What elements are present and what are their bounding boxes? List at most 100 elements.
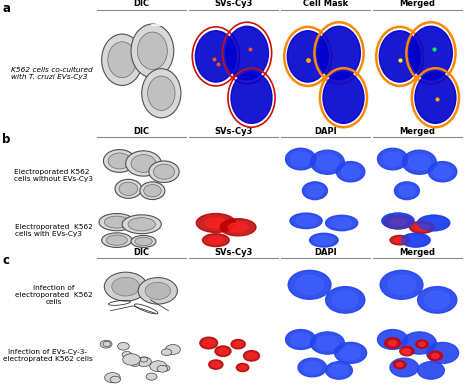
Circle shape bbox=[101, 34, 143, 85]
Circle shape bbox=[403, 349, 410, 353]
Circle shape bbox=[326, 215, 358, 231]
Circle shape bbox=[418, 286, 457, 313]
Circle shape bbox=[131, 155, 156, 172]
Circle shape bbox=[407, 236, 425, 244]
Circle shape bbox=[110, 376, 120, 383]
Circle shape bbox=[209, 237, 223, 244]
Circle shape bbox=[400, 346, 414, 356]
Circle shape bbox=[399, 185, 415, 196]
Circle shape bbox=[105, 373, 120, 383]
Circle shape bbox=[377, 148, 408, 170]
Circle shape bbox=[212, 362, 220, 367]
Circle shape bbox=[234, 341, 242, 347]
Circle shape bbox=[128, 218, 155, 231]
Circle shape bbox=[219, 348, 228, 354]
Circle shape bbox=[432, 353, 439, 358]
Circle shape bbox=[318, 26, 360, 80]
Text: Merged: Merged bbox=[400, 0, 436, 8]
Circle shape bbox=[231, 72, 272, 123]
Text: Infection of
electroporated  K562
cells: Infection of electroporated K562 cells bbox=[15, 285, 92, 305]
Circle shape bbox=[204, 340, 214, 346]
Circle shape bbox=[99, 214, 135, 231]
Circle shape bbox=[202, 234, 229, 247]
Circle shape bbox=[409, 154, 430, 170]
Text: DIC: DIC bbox=[134, 127, 150, 136]
Circle shape bbox=[108, 42, 137, 78]
Text: SVs-Cy3: SVs-Cy3 bbox=[215, 0, 253, 8]
Circle shape bbox=[290, 213, 322, 229]
Circle shape bbox=[335, 342, 366, 363]
Circle shape bbox=[384, 338, 401, 348]
Circle shape bbox=[418, 215, 450, 231]
Text: 20μm: 20μm bbox=[160, 18, 172, 22]
Circle shape bbox=[433, 165, 452, 178]
Circle shape bbox=[142, 69, 181, 118]
Circle shape bbox=[415, 72, 456, 123]
Circle shape bbox=[150, 361, 166, 372]
Circle shape bbox=[103, 341, 111, 346]
Circle shape bbox=[402, 332, 436, 354]
Circle shape bbox=[161, 349, 172, 356]
Circle shape bbox=[247, 353, 256, 359]
Circle shape bbox=[108, 153, 131, 169]
Circle shape bbox=[296, 275, 323, 294]
Circle shape bbox=[341, 165, 360, 178]
Circle shape bbox=[119, 182, 138, 196]
Circle shape bbox=[115, 179, 142, 198]
Text: 20μm: 20μm bbox=[160, 262, 172, 266]
Circle shape bbox=[317, 336, 338, 350]
Text: Merged: Merged bbox=[400, 248, 436, 257]
Circle shape bbox=[288, 270, 331, 299]
Text: Electroporated  K562
cells with EVs-Cy3: Electroporated K562 cells with EVs-Cy3 bbox=[15, 224, 92, 236]
Circle shape bbox=[302, 182, 328, 199]
Circle shape bbox=[131, 236, 156, 248]
Circle shape bbox=[307, 185, 323, 196]
Circle shape bbox=[315, 236, 333, 244]
Circle shape bbox=[149, 161, 179, 182]
Text: 20μm: 20μm bbox=[160, 325, 172, 329]
Circle shape bbox=[423, 218, 444, 228]
Text: 20μm: 20μm bbox=[160, 207, 172, 211]
Circle shape bbox=[296, 216, 317, 226]
Circle shape bbox=[424, 291, 450, 308]
Circle shape bbox=[285, 330, 316, 350]
Circle shape bbox=[419, 342, 425, 346]
Text: DAPI: DAPI bbox=[314, 248, 337, 257]
Circle shape bbox=[393, 360, 406, 369]
Circle shape bbox=[340, 346, 361, 360]
Text: DIC: DIC bbox=[134, 248, 150, 257]
Circle shape bbox=[384, 215, 412, 229]
Circle shape bbox=[104, 216, 129, 228]
Circle shape bbox=[205, 218, 227, 228]
Circle shape bbox=[310, 150, 344, 174]
Circle shape bbox=[397, 363, 403, 367]
Circle shape bbox=[137, 32, 167, 70]
Circle shape bbox=[330, 365, 348, 376]
Circle shape bbox=[195, 31, 237, 82]
Circle shape bbox=[112, 277, 139, 296]
Circle shape bbox=[122, 215, 161, 234]
Circle shape bbox=[337, 162, 365, 182]
Circle shape bbox=[428, 351, 443, 360]
Circle shape bbox=[285, 148, 316, 170]
Circle shape bbox=[390, 218, 406, 226]
Circle shape bbox=[401, 233, 430, 247]
Circle shape bbox=[310, 332, 344, 354]
Circle shape bbox=[291, 152, 310, 166]
Circle shape bbox=[131, 24, 174, 78]
Circle shape bbox=[140, 357, 148, 362]
Circle shape bbox=[231, 340, 245, 349]
Circle shape bbox=[137, 357, 151, 367]
Circle shape bbox=[390, 358, 419, 377]
Circle shape bbox=[147, 76, 175, 110]
Circle shape bbox=[131, 361, 139, 367]
Text: 20μm: 20μm bbox=[160, 142, 172, 146]
Circle shape bbox=[106, 235, 128, 245]
Circle shape bbox=[410, 221, 435, 233]
Circle shape bbox=[101, 233, 132, 248]
Circle shape bbox=[310, 233, 338, 247]
Circle shape bbox=[144, 184, 161, 197]
Circle shape bbox=[146, 373, 157, 380]
Circle shape bbox=[410, 26, 452, 80]
Circle shape bbox=[228, 223, 248, 232]
